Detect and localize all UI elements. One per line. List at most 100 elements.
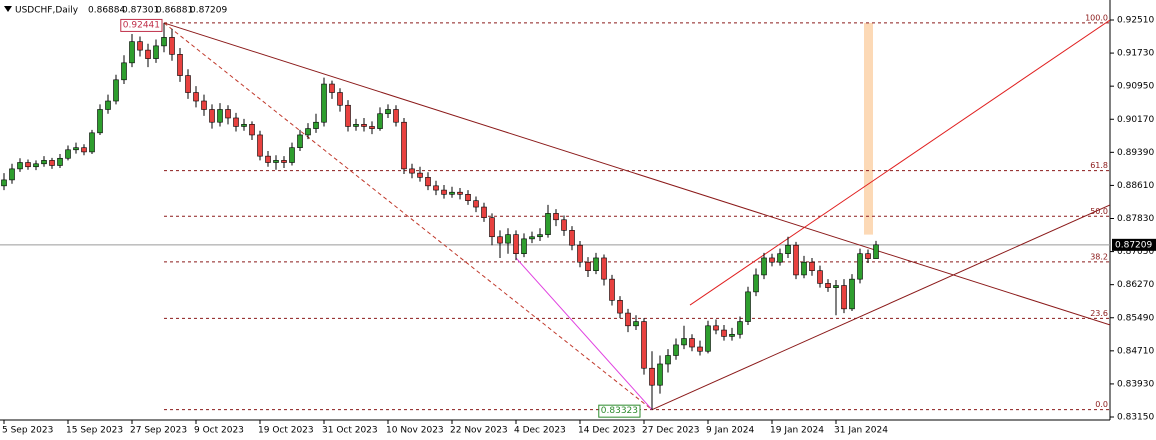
candle-body <box>801 261 807 276</box>
candle-body <box>217 109 223 123</box>
candle-body <box>73 147 79 151</box>
candle-body <box>433 185 439 191</box>
candle-body <box>153 45 159 59</box>
header-open: 0.86884 <box>88 6 125 16</box>
y-tick-label: 0.83150 <box>1117 413 1154 423</box>
candle-body <box>161 37 167 47</box>
candle-body <box>81 147 87 153</box>
candle-body <box>545 213 551 235</box>
x-tick-label: 19 Oct 2023 <box>258 426 314 436</box>
candle-body <box>745 291 751 322</box>
candle-body <box>57 157 63 166</box>
candle-body <box>241 124 247 127</box>
candle-body <box>593 257 599 271</box>
candle-body <box>441 189 447 195</box>
candle-body <box>329 83 335 93</box>
candle-body <box>209 109 215 123</box>
projection <box>864 22 873 235</box>
y-tick-label: 0.86270 <box>1117 280 1154 290</box>
candle-body <box>609 278 615 301</box>
y-tick-label: 0.85490 <box>1117 313 1154 323</box>
candle-body <box>337 92 343 106</box>
candle-body <box>553 213 559 221</box>
candle-body <box>321 83 327 123</box>
candle-body <box>297 134 303 148</box>
x-tick-label: 10 Nov 2023 <box>386 426 444 436</box>
candle-body <box>841 285 847 310</box>
x-tick-label: 14 Dec 2023 <box>578 426 636 436</box>
candle-body <box>137 41 143 51</box>
header-high: 0.87301 <box>122 6 159 16</box>
x-tick-label: 4 Dec 2023 <box>514 426 566 436</box>
x-tick-label: 9 Jan 2024 <box>706 426 754 436</box>
x-tick-label: 19 Jan 2024 <box>770 426 824 436</box>
candle-body <box>833 285 839 288</box>
candle-body <box>425 177 431 187</box>
x-tick-label: 27 Dec 2023 <box>642 426 700 436</box>
header-close: 0.87209 <box>190 6 227 16</box>
x-tick-label: 5 Sep 2023 <box>2 426 53 436</box>
candle-body <box>129 41 135 64</box>
candle-body <box>713 325 719 331</box>
candle-body <box>721 329 727 337</box>
candle-body <box>97 109 103 134</box>
y-tick-label: 0.89390 <box>1117 148 1154 158</box>
y-tick-label: 0.90170 <box>1117 115 1154 125</box>
x-tick-label: 9 Oct 2023 <box>194 426 244 436</box>
candle-body <box>681 338 687 346</box>
fib-label: 100.0 <box>1085 13 1108 22</box>
candle-body <box>473 200 479 208</box>
candle-body <box>481 206 487 218</box>
candle-body <box>369 126 375 129</box>
y-tick-label: 0.92510 <box>1117 16 1154 26</box>
candle-body <box>345 104 351 127</box>
header-low: 0.86881 <box>156 6 193 16</box>
candle-body <box>537 234 543 238</box>
candle-body <box>17 162 23 170</box>
y-tick-label: 0.91730 <box>1117 49 1154 59</box>
candle-body <box>249 124 255 136</box>
fib-label: 50.0 <box>1090 207 1108 216</box>
candle-body <box>697 346 703 352</box>
candle-body <box>505 234 511 244</box>
candle-body <box>361 124 367 127</box>
candle-body <box>305 128 311 136</box>
candle-body <box>41 160 47 165</box>
candle-body <box>113 79 119 102</box>
candle-body <box>825 283 831 288</box>
y-tick-label: 0.87050 <box>1117 247 1154 257</box>
candle-body <box>257 134 263 157</box>
candle-body <box>617 300 623 314</box>
candle-body <box>9 168 15 181</box>
candle-body <box>569 230 575 246</box>
candle-body <box>121 62 127 81</box>
x-tick-label: 31 Jan 2024 <box>834 426 888 436</box>
candle-body <box>169 37 175 55</box>
candle-body <box>849 278 855 310</box>
candle-body <box>777 253 783 263</box>
low-label: 0.83323 <box>598 404 641 418</box>
candle-body <box>489 217 495 238</box>
candle-body <box>585 261 591 271</box>
candle-body <box>873 244 879 259</box>
candle-body <box>105 100 111 110</box>
candle-body <box>753 274 759 293</box>
candle-body <box>809 261 815 271</box>
candle-body <box>649 367 655 386</box>
menu-arrow[interactable] <box>4 6 12 12</box>
fib-label: 0.0 <box>1095 400 1108 409</box>
candle-body <box>633 321 639 327</box>
candle-body <box>457 191 463 195</box>
candle-body <box>201 100 207 110</box>
y-tick-label: 0.87830 <box>1117 214 1154 224</box>
candle-body <box>377 113 383 129</box>
candle-body <box>89 132 95 153</box>
candle-body <box>577 244 583 263</box>
last-price-text: 0.87209 <box>1115 240 1152 250</box>
candle-body <box>625 312 631 327</box>
candle-body <box>225 109 231 119</box>
candle-body <box>281 160 287 163</box>
candle-body <box>145 49 151 59</box>
high-label: 0.92441 <box>120 18 163 32</box>
fib-label: 38.2 <box>1090 252 1108 261</box>
